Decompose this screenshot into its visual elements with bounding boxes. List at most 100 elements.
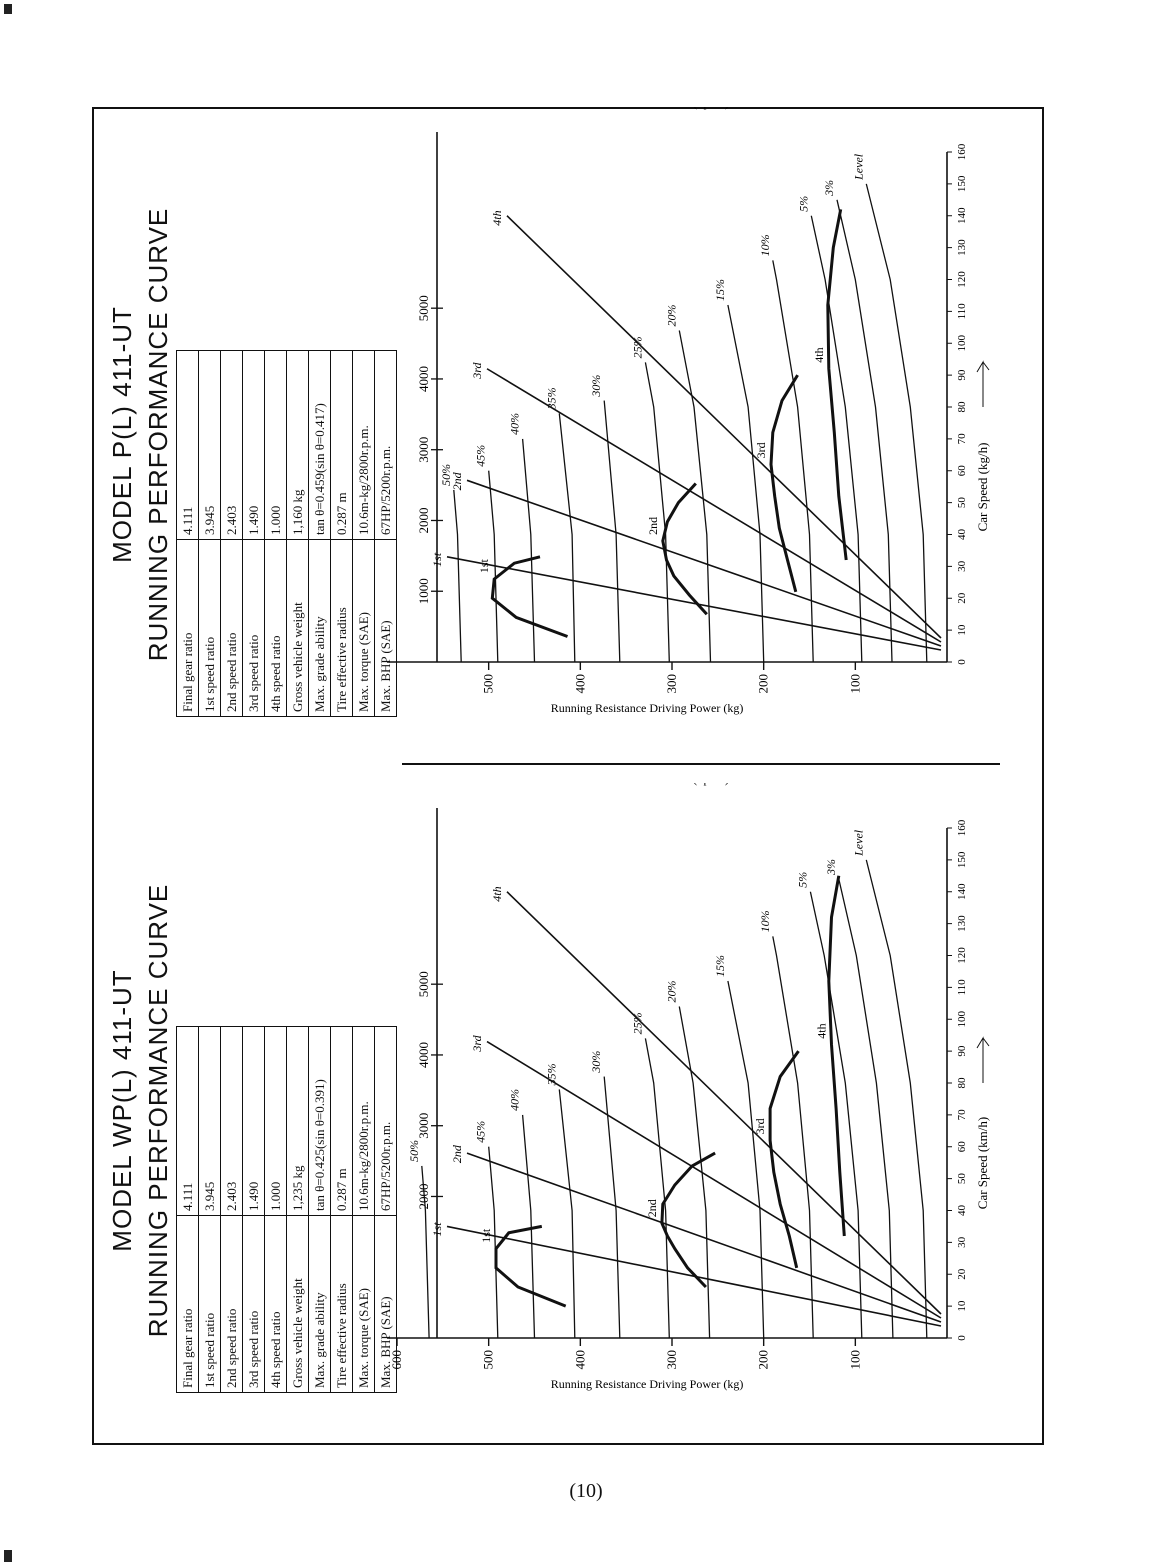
spec-row: 2nd speed ratio 2.403 [220,350,243,717]
gear-line-label: 2nd [450,1144,464,1163]
panel-pl-411-ut: MODEL P(L) 411-UT RUNNING PERFORMANCE CU… [102,107,1037,762]
y-tick-label: 600 [389,1350,404,1370]
grade-label: 5% [795,872,809,888]
page-number: (10) [569,1480,603,1502]
rpm-tick-label: 4000 [416,1042,431,1068]
driving-force-label: 2nd [645,1199,659,1217]
spec-value: 1.000 [264,350,287,540]
x-tick-label: 130 [956,239,968,256]
gear-line-3rd [486,368,942,643]
y-tick-label: 400 [572,1350,587,1370]
spec-value: 3.945 [198,350,221,540]
y-tick-label: 100 [847,1350,862,1370]
resistance-curve-35pct [558,413,576,663]
chart-body: 0 10 20 30 40 50 60 70 80 90 100 110 120 130 140 150 160… [387,107,990,715]
rpm-tick-label: 5000 [416,295,431,321]
resistance-curve-level [865,183,928,663]
resistance-curve-5pct [809,891,863,1339]
resistance-curve-3pct [836,199,893,663]
x-tick-label: 160 [956,143,968,160]
x-tick-label: 30 [956,560,968,572]
curve-title: RUNNING PERFORMANCE CURVE [143,207,173,662]
resistance-curve-15pct [727,980,765,1339]
grade-label: 30% [589,375,603,398]
x-axis-title: Car Speed (km/h) [975,1117,990,1209]
gear-line-label: 4th [490,210,504,225]
x-tick-label: 160 [956,819,968,836]
grade-label: 35% [544,1063,558,1086]
grade-label: 3% [822,180,836,197]
y-tick-label: 400 [572,674,587,694]
x-tick-label: 150 [956,851,968,868]
resistance-curve-10pct [772,260,814,663]
rpm-axis-title: ENGINE REVOLUTION (r.p.m.) [565,783,729,786]
gear-line-label: 3rd [470,362,484,380]
x-tick-label: 70 [956,433,968,445]
grade-label: 15% [713,955,727,977]
model-title: MODEL P(L) 411-UT [107,306,137,563]
x-tick-label: 10 [956,624,968,636]
spec-label: Final gear ratio [176,539,199,717]
rpm-tick-label: 2000 [416,1183,431,1209]
spec-row: Final gear ratio 4.111 [176,350,199,717]
x-tick-label: 90 [956,369,968,381]
grade-label: 10% [758,234,772,256]
y-axis-title: Running Resistance Driving Power (kg) [551,701,744,715]
x-tick-label: 80 [956,1077,968,1089]
resistance-curve-50pct [421,1165,430,1339]
gear-line-2nd [466,1152,942,1323]
resistance-curve-20pct [678,330,712,663]
x-tick-label: 80 [956,401,968,413]
spec-row: 3rd speed ratio 1.490 [242,350,265,717]
x-tick-label: 130 [956,915,968,932]
x-tick-label: 90 [956,1045,968,1057]
rpm-axis-title: ENGINE REVOLUTION (r.p.m.) [565,107,729,110]
spec-value: 1.490 [242,350,265,540]
gear-line-3rd [486,1040,942,1319]
spec-label: 3rd speed ratio [242,539,265,717]
grade-label: 20% [664,981,678,1003]
x-tick-label: 140 [956,207,968,224]
grade-label: 25% [630,1012,644,1034]
driving-force-curve-3rd [769,374,799,593]
driving-force-curve-2nd [660,1151,716,1289]
driving-force-curve-2nd [661,482,708,616]
grade-label: Level [851,829,865,857]
x-tick-label: 30 [956,1236,968,1248]
resistance-curve-45pct [488,1146,499,1339]
x-tick-label: 0 [956,659,968,665]
x-tick-label: 60 [956,465,968,477]
gear-line-2nd [466,479,942,647]
grade-label: 50% [407,1140,421,1162]
resistance-curve-15pct [727,304,765,663]
grade-label: 30% [589,1051,603,1074]
performance-chart: 0 10 20 30 40 50 60 70 80 90 100 110 120 130 140 150 160… [387,783,990,1391]
spec-row: 1st speed ratio 3.945 [198,350,221,717]
gear-line-1st [446,556,942,651]
grade-label: 45% [474,445,488,467]
y-axis-title: Running Resistance Driving Power (kg) [551,1377,744,1391]
y-tick-label: 500 [481,674,496,694]
resistance-curve-30pct [603,400,621,663]
gear-line-label: 3rd [470,1034,484,1052]
figure-frame [92,107,1044,1445]
grade-label: 40% [508,413,522,435]
x-tick-label: 100 [956,1011,968,1028]
x-tick-label: 40 [956,529,968,541]
resistance-curve-25pct [644,362,670,663]
x-tick-label: 20 [956,592,968,604]
spec-value: 2.403 [220,350,243,540]
y-tick-label: 300 [664,1350,679,1370]
driving-force-label: 3rd [754,442,768,458]
resistance-curve-20pct [678,1006,711,1339]
driving-force-label: 2nd [646,517,660,535]
driving-force-label: 3rd [753,1118,767,1134]
driving-force-curve-4th [827,875,846,1237]
x-tick-label: 110 [956,979,968,996]
rpm-tick-label: 2000 [416,507,431,533]
driving-force-label: 4th [815,1023,829,1038]
gear-line-label: 4th [490,886,504,901]
driving-force-curve-4th [826,209,848,561]
